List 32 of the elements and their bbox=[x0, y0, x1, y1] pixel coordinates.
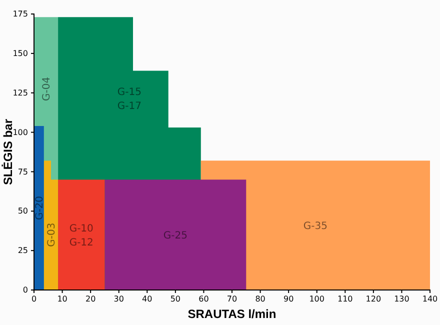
y-tick-label: 175 bbox=[12, 10, 28, 19]
series-label: G-04 bbox=[42, 76, 53, 101]
y-axis-title: SLĖGIS bar bbox=[1, 118, 15, 186]
series-label: G-03 bbox=[46, 222, 58, 247]
y-tick-label: 75 bbox=[18, 167, 28, 176]
y-tick-label: 50 bbox=[18, 206, 28, 216]
x-tick-label: 60 bbox=[198, 294, 209, 304]
series-label: G-10 G-12 bbox=[69, 223, 94, 248]
x-tick-label: 120 bbox=[366, 294, 382, 304]
series-label: G-15 G-17 bbox=[117, 86, 142, 112]
x-tick-label: 130 bbox=[394, 294, 410, 304]
x-tick-label: 50 bbox=[170, 294, 181, 304]
x-tick-label: 10 bbox=[57, 294, 68, 304]
series-label: G-20 bbox=[34, 196, 46, 220]
x-tick-label: 90 bbox=[283, 294, 294, 304]
x-tick-label: 0 bbox=[31, 294, 37, 304]
x-tick-label: 80 bbox=[255, 294, 266, 304]
y-tick-label: 0 bbox=[22, 286, 28, 295]
y-tick-label: 150 bbox=[12, 48, 28, 58]
series-label: G-25 bbox=[163, 230, 188, 242]
x-tick-label: 30 bbox=[114, 294, 124, 304]
x-tick-label: 110 bbox=[338, 294, 353, 304]
series-label: G-35 bbox=[303, 220, 328, 232]
x-tick-label: 40 bbox=[142, 294, 152, 304]
x-tick-label: 20 bbox=[85, 294, 96, 304]
y-tick-label: 25 bbox=[18, 246, 28, 256]
x-tick-label: 70 bbox=[226, 294, 238, 304]
x-tick-label: 140 bbox=[422, 294, 438, 304]
x-axis-title: SRAUTAS l/min bbox=[188, 307, 276, 321]
y-tick-label: 125 bbox=[12, 88, 28, 98]
x-tick-label: 100 bbox=[309, 294, 324, 304]
y-tick-label: 100 bbox=[12, 128, 28, 137]
